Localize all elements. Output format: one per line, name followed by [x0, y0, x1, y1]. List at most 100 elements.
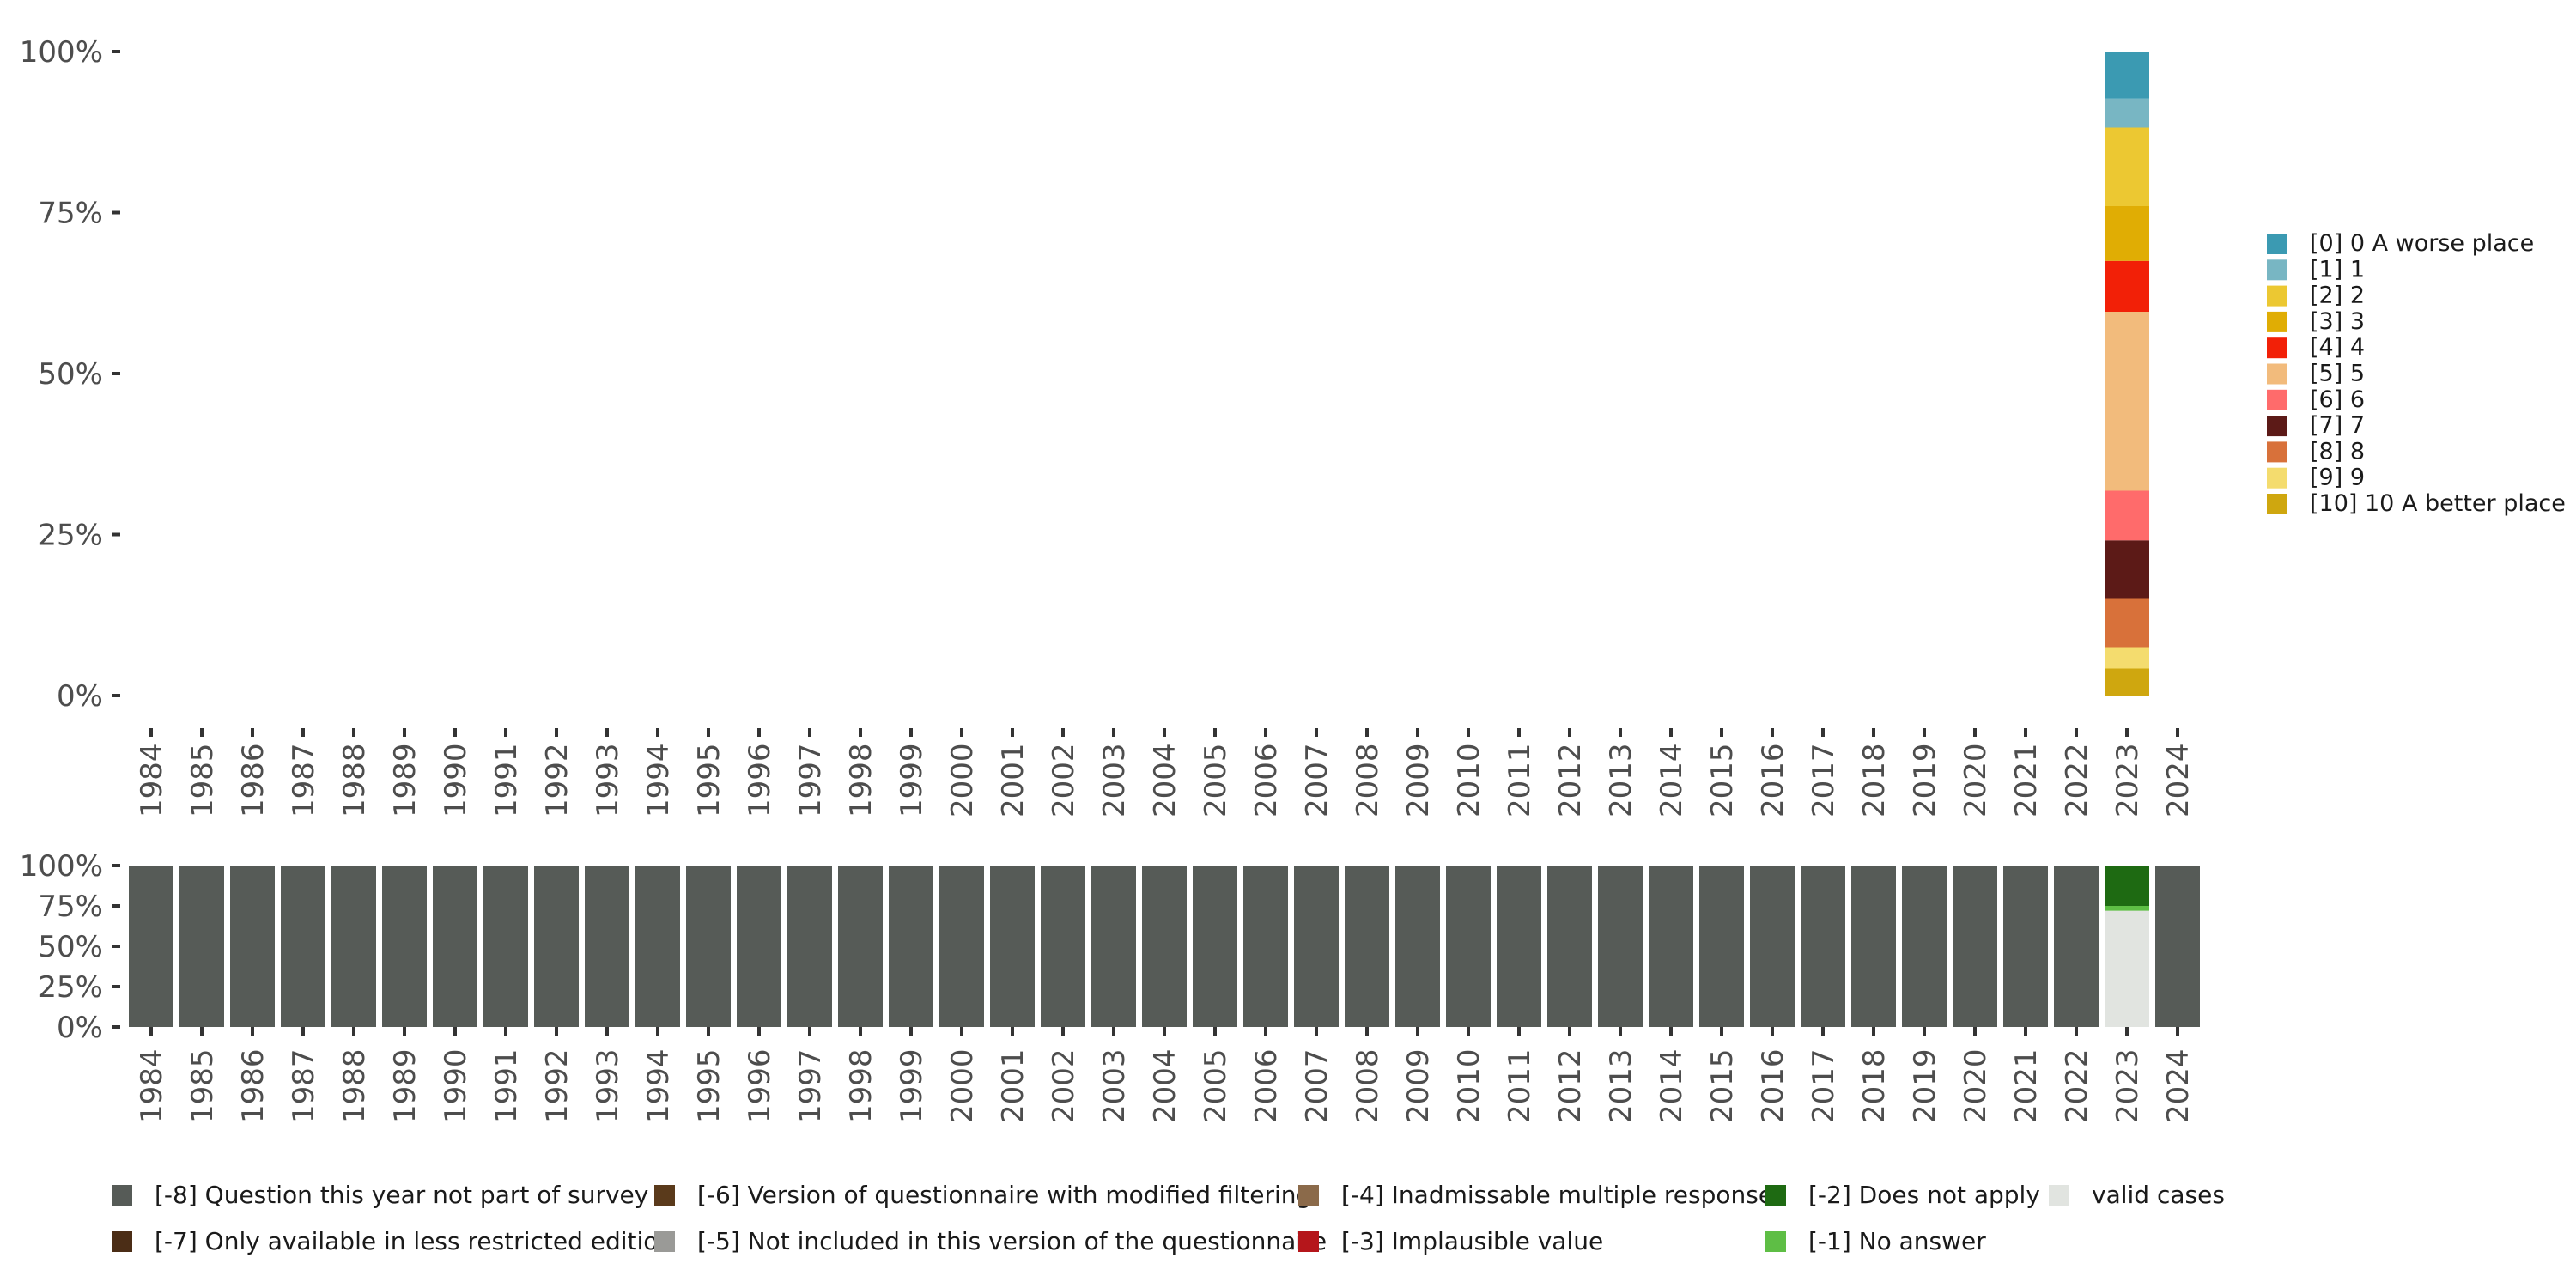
x-axis-tick-label: 1984	[135, 1048, 169, 1123]
bar-segment-2023-1	[2105, 647, 2149, 669]
legend-swatch	[2267, 389, 2287, 410]
x-axis-tick-label: 1992	[540, 1048, 574, 1123]
y-axis-tick-label: 25%	[38, 519, 103, 553]
x-axis-tick-label: 2008	[1351, 743, 1385, 817]
legend-label: valid cases	[2092, 1181, 2225, 1209]
x-axis-tick-label: 1993	[591, 743, 625, 817]
x-axis-tick-label: 1996	[743, 743, 777, 817]
x-axis-tick-label: 2004	[1148, 1048, 1182, 1123]
x-axis-tick-label: 1987	[287, 1048, 321, 1123]
x-axis-tick-label: 2001	[996, 1048, 1030, 1123]
legend-swatch	[1765, 1231, 1786, 1252]
legend-swatch	[2267, 467, 2287, 489]
x-axis-tick-label: 2014	[1655, 1048, 1689, 1123]
x-axis-tick-label: 2022	[2060, 743, 2094, 817]
bar-segment-2004-3	[1142, 866, 1187, 1027]
bar-segment-2006-3	[1243, 866, 1288, 1027]
bar-segment-2023-2	[2105, 866, 2149, 906]
x-axis-tick-label: 2024	[2161, 1048, 2196, 1123]
bar-segment-2023-9	[2105, 98, 2149, 128]
x-axis-tick-label: 1987	[287, 743, 321, 817]
top-chart-legend: [0] 0 A worse place[1] 1[2] 2[3] 3[4] 4[…	[2267, 230, 2566, 517]
legend-label: [-2] Does not apply	[1808, 1181, 2040, 1209]
bar-segment-2016-3	[1750, 866, 1795, 1027]
bar-segment-1984-3	[129, 866, 173, 1027]
x-axis-tick-label: 2011	[1503, 1048, 1537, 1123]
x-axis-tick-label: 2016	[1756, 743, 1790, 817]
legend-label: [-5] Not included in this version of the…	[697, 1227, 1327, 1255]
x-axis-tick-label: 2005	[1199, 1048, 1233, 1123]
x-axis-tick-label: 2018	[1857, 1048, 1892, 1123]
legend-swatch	[1765, 1185, 1786, 1206]
bar-segment-2020-3	[1953, 866, 1997, 1027]
legend-label: [1] 1	[2310, 256, 2365, 283]
legend-label: [7] 7	[2310, 412, 2365, 439]
bar-segment-2021-3	[2003, 866, 2048, 1027]
bar-segment-2014-3	[1649, 866, 1693, 1027]
legend-swatch	[112, 1231, 132, 1252]
x-axis-tick-label: 2002	[1047, 1048, 1081, 1123]
x-axis-tick-label: 2003	[1097, 1048, 1132, 1123]
bar-segment-1994-3	[635, 866, 680, 1027]
bar-segment-1985-3	[179, 866, 224, 1027]
x-axis-tick-label: 2011	[1503, 743, 1537, 817]
legend-swatch	[112, 1185, 132, 1206]
bar-segment-1998-3	[838, 866, 883, 1027]
x-axis-tick-label: 2015	[1705, 743, 1740, 817]
bar-segment-2007-3	[1294, 866, 1339, 1027]
legend-swatch	[654, 1185, 675, 1206]
legend-swatch	[2267, 416, 2287, 437]
legend-swatch	[2049, 1185, 2069, 1206]
legend-label: [8] 8	[2310, 438, 2365, 465]
y-axis-tick-label: 0%	[57, 1011, 103, 1045]
x-axis-tick-label: 1995	[692, 743, 726, 817]
legend-label: [-6] Version of questionnaire with modif…	[697, 1181, 1311, 1209]
y-axis-tick-label: 75%	[38, 890, 103, 924]
bar-segment-1988-3	[331, 866, 376, 1027]
legend-label: [9] 9	[2310, 465, 2365, 491]
x-axis-tick-label: 2010	[1452, 1048, 1486, 1123]
x-axis-tick-label: 2015	[1705, 1048, 1740, 1123]
bar-segment-2023-0	[2105, 910, 2149, 1027]
x-axis-tick-label: 2004	[1148, 743, 1182, 817]
legend-label: [0] 0 A worse place	[2310, 230, 2534, 257]
x-axis-tick-label: 2019	[1908, 743, 1942, 817]
bar-segment-2023-4	[2105, 490, 2149, 541]
x-axis-tick-label: 2005	[1199, 743, 1233, 817]
x-axis-tick-label: 2019	[1908, 1048, 1942, 1123]
x-axis-tick-label: 1991	[489, 1048, 524, 1123]
x-axis-tick-label: 2006	[1249, 743, 1284, 817]
legend-label: [5] 5	[2310, 361, 2365, 387]
x-axis-tick-label: 2020	[1959, 1048, 1993, 1123]
x-axis-tick-label: 2012	[1553, 1048, 1588, 1123]
legend-swatch	[2267, 311, 2287, 332]
bar-segment-2012-3	[1547, 866, 1592, 1027]
x-axis-tick-label: 1988	[337, 1048, 372, 1123]
y-axis-tick-label: 50%	[38, 930, 103, 964]
x-axis-tick-label: 1986	[236, 1048, 270, 1123]
x-axis-tick-label: 2009	[1401, 743, 1436, 817]
bar-segment-2023-3	[2105, 540, 2149, 599]
bottom-stacked-bar-chart: 0% 25% 50% 75% 100% 1984 1985 1986 1987 1988 1989 1…	[20, 849, 2200, 1123]
bar-segment-2000-3	[939, 866, 984, 1027]
bar-segment-2009-3	[1395, 866, 1440, 1027]
x-axis-tick-label: 2007	[1300, 1048, 1334, 1123]
bar-segment-2023-2	[2105, 598, 2149, 648]
bar-segment-2023-0	[2105, 668, 2149, 696]
x-axis-tick-label: 2013	[1604, 743, 1638, 817]
x-axis-tick-label: 2018	[1857, 743, 1892, 817]
bar-segment-1987-3	[281, 866, 325, 1027]
x-axis-tick-label: 2012	[1553, 743, 1588, 817]
x-axis-tick-label: 1998	[844, 1048, 878, 1123]
x-axis-tick-label: 1997	[793, 1048, 828, 1123]
x-axis-tick-label: 2009	[1401, 1048, 1436, 1123]
legend-swatch	[2267, 337, 2287, 359]
bar-segment-1992-3	[534, 866, 579, 1027]
legend-label: [4] 4	[2310, 334, 2365, 361]
x-axis-tick-label: 2017	[1807, 743, 1841, 817]
x-axis-tick-label: 2014	[1655, 743, 1689, 817]
bar-segment-2010-3	[1446, 866, 1491, 1027]
legend-label: [10] 10 A better place	[2310, 490, 2566, 517]
legend-swatch	[2267, 363, 2287, 385]
bar-segment-2011-3	[1497, 866, 1541, 1027]
